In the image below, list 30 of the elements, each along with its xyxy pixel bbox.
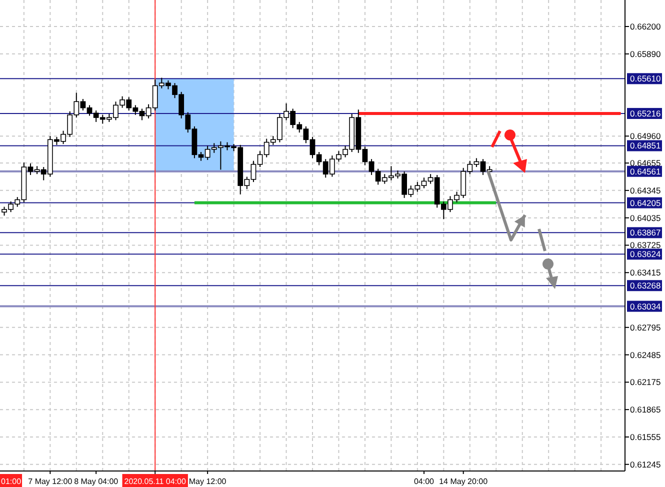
ref-line-label: 0.64851 bbox=[630, 140, 661, 151]
y-tick-label: 0.62795 bbox=[630, 322, 661, 332]
text: 01:00 bbox=[1, 476, 22, 486]
ref-line-label: 0.63034 bbox=[630, 301, 661, 312]
x-tick-label: 14 May 20:00 bbox=[439, 476, 488, 486]
ref-line-label: 0.63624 bbox=[630, 249, 661, 260]
y-tick-label: 0.64655 bbox=[630, 158, 661, 168]
ref-line-label: 0.63268 bbox=[630, 280, 661, 291]
y-tick-label: 0.64345 bbox=[630, 185, 661, 196]
x-tick-label: 04:00 bbox=[414, 476, 435, 486]
ref-line-label: 0.63867 bbox=[630, 228, 661, 238]
x-tick-label: 2020.05.11 04:00 bbox=[124, 476, 186, 486]
y-tick-label: 0.61865 bbox=[630, 404, 661, 415]
y-tick-label: 0.65890 bbox=[630, 48, 661, 59]
y-tick-label: 0.63725 bbox=[630, 240, 661, 250]
x-tick-label: 7 May 12:00 bbox=[28, 476, 73, 486]
ref-line-label: 0.64205 bbox=[630, 198, 661, 208]
ref-line-label: 0.65216 bbox=[630, 108, 661, 118]
y-tick-label: 0.61555 bbox=[630, 432, 661, 442]
y-tick-label: 0.62485 bbox=[630, 350, 661, 360]
ref-line-label: 0.65610 bbox=[630, 74, 661, 84]
ref-line-label: 0.64561 bbox=[630, 166, 661, 176]
x-tick-label: 8 May 04:00 bbox=[74, 476, 119, 486]
y-tick-label: 0.62175 bbox=[630, 377, 661, 388]
y-tick-label: 0.66200 bbox=[630, 21, 661, 32]
y-tick-label: 0.63415 bbox=[630, 268, 661, 278]
y-tick-label: 0.64960 bbox=[630, 131, 661, 142]
y-tick-label: 0.64035 bbox=[630, 212, 661, 223]
x-tick-label: May 12:00 bbox=[188, 476, 227, 486]
y-tick-label: 0.61245 bbox=[630, 459, 661, 470]
